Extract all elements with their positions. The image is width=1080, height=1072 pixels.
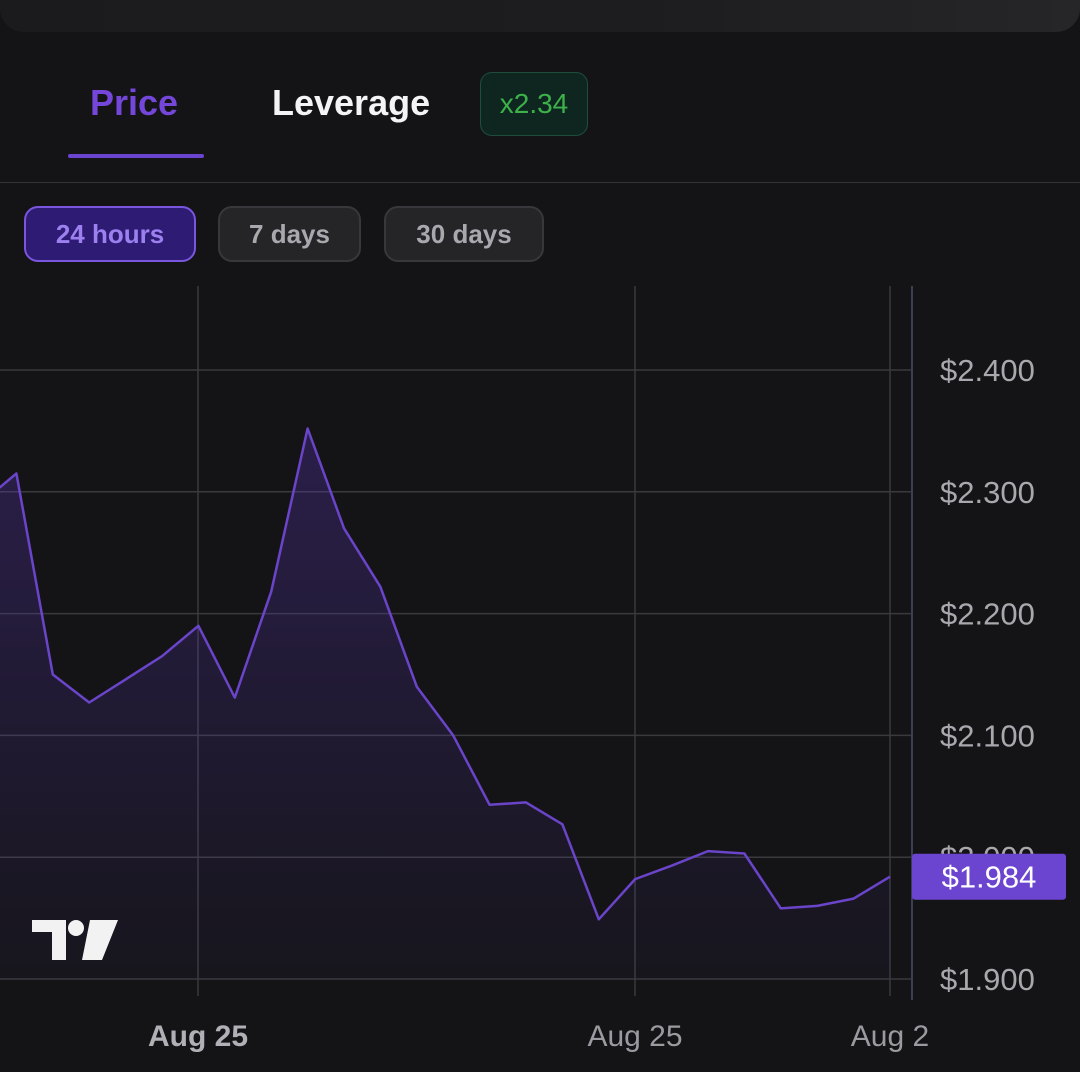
range-30-days-button[interactable]: 30 days bbox=[384, 206, 544, 262]
x-tick-label: Aug 2 bbox=[851, 1020, 929, 1053]
y-tick-label: $2.200 bbox=[940, 597, 1035, 632]
price-line bbox=[0, 427, 891, 921]
active-tab-indicator bbox=[68, 154, 204, 158]
range-7-days-button[interactable]: 7 days bbox=[218, 206, 361, 262]
x-tick-label: Aug 25 bbox=[587, 1020, 682, 1053]
tradingview-logo-icon bbox=[32, 920, 118, 960]
leverage-badge: x2.34 bbox=[480, 72, 588, 136]
tab-leverage[interactable]: Leverage bbox=[272, 82, 431, 123]
x-tick-label: Aug 25 bbox=[148, 1020, 248, 1053]
y-tick-label: $2.400 bbox=[940, 353, 1035, 388]
tab-price[interactable]: Price bbox=[90, 82, 179, 123]
range-24-hours-button[interactable]: 24 hours bbox=[24, 206, 196, 262]
top-app-bar bbox=[0, 0, 1080, 32]
current-price-badge bbox=[912, 853, 1066, 900]
y-tick-label: $2.300 bbox=[940, 475, 1035, 510]
price-area-fill bbox=[0, 428, 890, 979]
header-divider bbox=[0, 182, 1080, 183]
y-tick-label: $1.900 bbox=[940, 962, 1035, 997]
y-tick-label: $2.100 bbox=[940, 718, 1035, 753]
current-price-label: $1.984 bbox=[942, 860, 1037, 895]
